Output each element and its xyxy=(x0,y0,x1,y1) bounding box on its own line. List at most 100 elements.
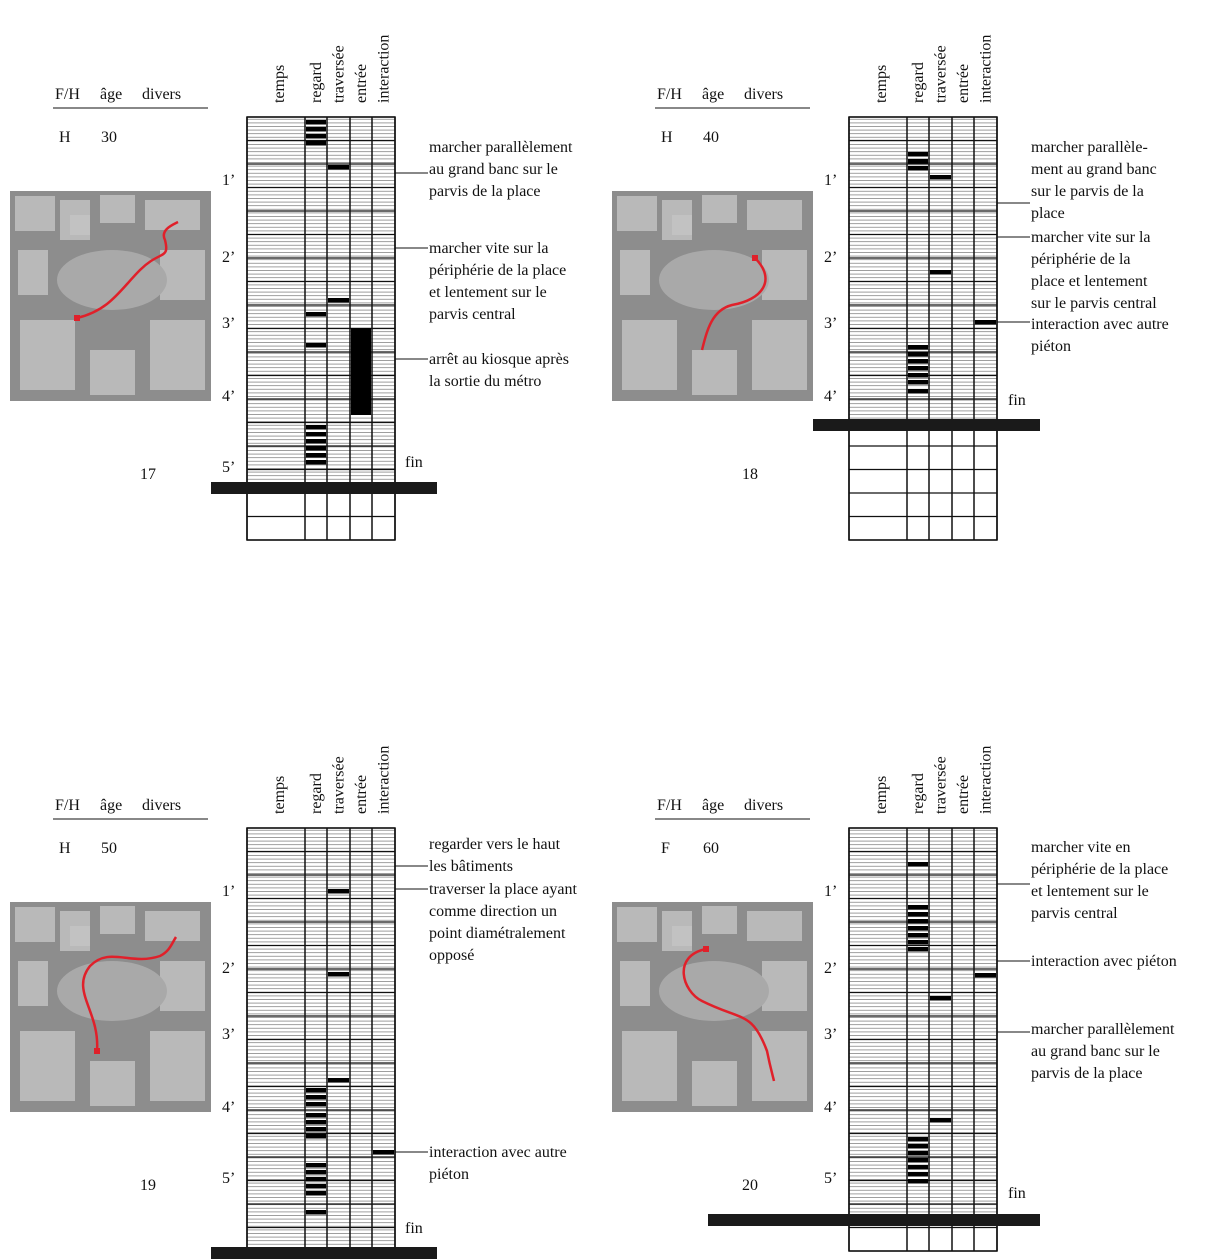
map-block xyxy=(622,1031,677,1101)
annotation: marcher parallèlement xyxy=(1031,1021,1175,1038)
annotation: marcher vite en xyxy=(1031,839,1131,856)
activity-mark xyxy=(930,996,951,1001)
map-block xyxy=(15,196,55,231)
activity-mark xyxy=(908,373,928,378)
map-plaza xyxy=(57,961,167,1021)
map-block xyxy=(160,250,205,300)
activity-mark xyxy=(908,862,928,867)
annotation: interaction avec autre xyxy=(1031,316,1169,333)
time-label: 4’ xyxy=(222,388,235,405)
panel: F/H âge divers F 60 20 temps regard traversée ent… xyxy=(612,746,1177,1252)
activity-mark xyxy=(306,134,326,139)
map xyxy=(612,191,813,401)
column-header: interaction xyxy=(978,746,995,814)
fin-bar xyxy=(813,419,1040,431)
activity-mark xyxy=(306,453,326,458)
time-label: 4’ xyxy=(222,1099,235,1116)
panel-number: 20 xyxy=(742,1177,758,1194)
activity-mark xyxy=(328,972,349,977)
time-label: 2’ xyxy=(824,960,837,977)
map-plaza xyxy=(659,250,769,310)
activity-mark xyxy=(908,389,928,394)
panel: F/H âge divers H 50 19 temps regard traversée ent… xyxy=(10,746,577,1259)
map-block xyxy=(90,1061,135,1106)
route xyxy=(81,936,178,1052)
activity-mark xyxy=(908,905,928,910)
map-block xyxy=(747,200,802,230)
activity-mark xyxy=(908,933,928,938)
map-block xyxy=(100,906,135,934)
activity-mark xyxy=(328,298,349,303)
map-block xyxy=(752,320,807,390)
time-label: 3’ xyxy=(824,315,837,332)
map-block xyxy=(15,907,55,942)
column-header: traversée xyxy=(933,756,950,814)
map-block xyxy=(747,911,802,941)
annotation: les bâtiments xyxy=(429,858,513,875)
column-header: traversée xyxy=(331,45,348,103)
activity-mark xyxy=(306,1170,326,1175)
profile-header: âge xyxy=(702,797,724,814)
map-block xyxy=(160,961,205,1011)
column-header: entrée xyxy=(955,775,972,814)
activity-mark xyxy=(306,425,326,430)
fin-label: fin xyxy=(1008,392,1026,409)
activity-mark xyxy=(306,1184,326,1189)
activity-mark xyxy=(908,1158,928,1163)
column-header: regard xyxy=(308,773,325,814)
activity-mark xyxy=(306,1210,326,1215)
activity-mark xyxy=(908,352,928,357)
panel-number: 19 xyxy=(140,1177,156,1194)
activity-mark xyxy=(373,1150,394,1155)
column-header: regard xyxy=(910,62,927,103)
column-header: temps xyxy=(271,65,288,103)
profile-header: divers xyxy=(744,797,783,814)
column-header: traversée xyxy=(331,756,348,814)
route-start xyxy=(703,946,709,952)
column-header: entrée xyxy=(353,64,370,103)
activity-mark xyxy=(328,889,349,894)
time-label: 5’ xyxy=(222,1170,235,1187)
activity-mark xyxy=(908,159,928,164)
fin-bar xyxy=(211,1247,437,1259)
activity-mark xyxy=(306,1095,326,1100)
annotation: place et lentement xyxy=(1031,273,1148,290)
activity-mark xyxy=(908,359,928,364)
column-header: regard xyxy=(308,62,325,103)
sex: H xyxy=(59,129,71,146)
annotation: parvis central xyxy=(1031,905,1118,922)
annotation: arrêt au kiosque après xyxy=(429,351,569,368)
panel-number: 18 xyxy=(742,466,758,483)
age: 60 xyxy=(703,840,719,857)
time-label: 2’ xyxy=(222,249,235,266)
map xyxy=(612,902,813,1112)
activity-mark xyxy=(930,175,951,180)
column-header: interaction xyxy=(978,35,995,103)
fin-label: fin xyxy=(405,454,423,471)
activity-mark xyxy=(306,343,326,348)
activity-mark xyxy=(908,912,928,917)
map-block xyxy=(692,350,737,395)
profile-header: divers xyxy=(744,86,783,103)
profile-header: F/H xyxy=(657,86,682,103)
activity-mark xyxy=(306,127,326,132)
activity-mark xyxy=(306,1113,326,1118)
activity-mark xyxy=(908,940,928,945)
map-block xyxy=(18,250,48,295)
activity-mark xyxy=(351,328,371,415)
column-header: interaction xyxy=(376,35,393,103)
activity-mark xyxy=(908,947,928,952)
column-header: traversée xyxy=(933,45,950,103)
profile-header: F/H xyxy=(657,797,682,814)
activity-mark xyxy=(908,1179,928,1184)
activity-mark xyxy=(306,1102,326,1107)
activity-mark xyxy=(328,165,349,170)
age: 40 xyxy=(703,129,719,146)
time-label: 2’ xyxy=(222,960,235,977)
map-block xyxy=(622,320,677,390)
grid-border xyxy=(246,116,396,541)
fin-label: fin xyxy=(405,1220,423,1237)
grid-shaded xyxy=(247,828,395,1253)
annotation: piéton xyxy=(429,1166,469,1183)
